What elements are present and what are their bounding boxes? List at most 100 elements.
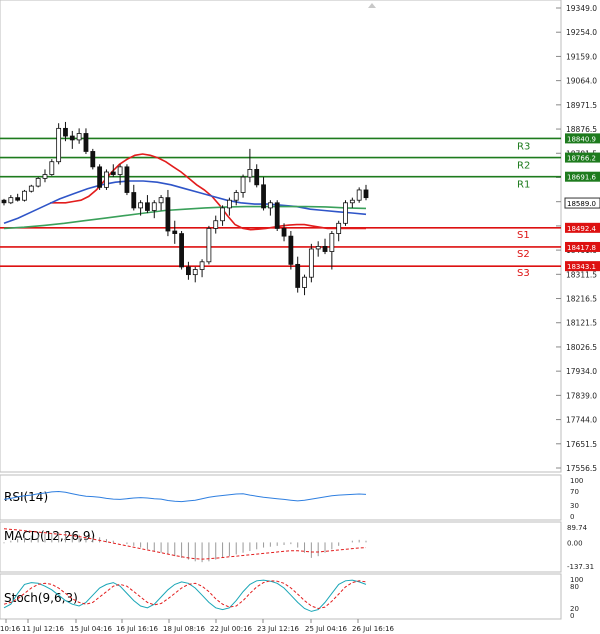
candle-up xyxy=(151,202,157,211)
macd-signal-line xyxy=(3,528,367,560)
level-price-label: 18492.4 xyxy=(567,225,596,233)
candle-up xyxy=(199,261,205,270)
stoch-tick-label: 20 xyxy=(570,605,579,613)
moving-averages xyxy=(3,153,367,231)
rsi-tick-label: 70 xyxy=(570,488,579,496)
level-price-tag xyxy=(565,222,600,233)
time-tick-label: 23 Jul 12:16 xyxy=(257,625,300,633)
level-name-s1: S1 xyxy=(517,230,530,241)
level-price-label: 18691.6 xyxy=(567,174,596,182)
stoch-tick-label: 100 xyxy=(570,576,583,584)
price-tick-label: 18876.5 xyxy=(566,125,597,134)
candle-down xyxy=(131,192,137,209)
candlesticks xyxy=(1,121,369,296)
level-name-s2: S2 xyxy=(517,249,530,260)
main-panel: 19349.0 19254.0 19159.0 19064.0 18971.5 18876… xyxy=(0,0,600,473)
candle-down xyxy=(179,233,184,268)
price-tick-label: 18971.5 xyxy=(566,101,597,110)
candle-up xyxy=(213,220,219,229)
candle-down xyxy=(274,202,280,229)
price-tick-label: 19159.0 xyxy=(566,52,597,61)
main-panel-frame xyxy=(0,0,562,473)
stoch-d-line xyxy=(3,580,367,610)
level-price-label: 18417.8 xyxy=(567,244,596,252)
macd-tick-label: -137.31 xyxy=(567,563,594,571)
price-tick-label: 18121.5 xyxy=(566,319,597,328)
candle-up xyxy=(247,169,253,178)
candle-up xyxy=(356,189,362,201)
candle-up xyxy=(220,207,225,222)
current-price-label: 18589.0 xyxy=(567,200,596,208)
price-tick-label: 18311.5 xyxy=(566,270,597,279)
candle-up xyxy=(35,177,41,187)
candle-up xyxy=(8,197,14,204)
candle-down xyxy=(83,133,89,152)
price-tick-label: 19064.0 xyxy=(566,77,597,86)
level-name-r1: R1 xyxy=(517,180,530,191)
support-resistance-levels: R3 18840.9 R2 18766.2 R1 18691.6 S1 18492.4 S2 18… xyxy=(0,133,600,279)
candle-up xyxy=(76,133,82,141)
candle-up xyxy=(233,192,239,201)
candle-down xyxy=(172,230,178,234)
rsi-tick-label: 30 xyxy=(570,502,579,510)
time-tick-label: 10:16 xyxy=(0,625,21,633)
rsi-line xyxy=(3,490,367,503)
level-price-tag xyxy=(565,171,600,182)
price-tick-label: 17934.0 xyxy=(566,367,597,376)
time-tick-label: 26 Jul 16:16 xyxy=(352,625,395,633)
rsi-panel-frame xyxy=(0,474,562,521)
candle-down xyxy=(363,189,369,199)
candle-up xyxy=(22,190,27,201)
candle-down xyxy=(63,127,68,137)
level-price-tag xyxy=(565,261,600,272)
rsi-tick-label: 100 xyxy=(570,477,583,485)
candle-up xyxy=(158,197,164,204)
level-name-r2: R2 xyxy=(517,161,530,172)
candle-down xyxy=(186,266,191,276)
candle-down xyxy=(124,166,130,193)
rsi-series-line xyxy=(3,490,367,503)
ma-fast-line xyxy=(50,153,366,231)
candle-up xyxy=(104,171,109,188)
candle-down xyxy=(165,197,171,232)
candle-down xyxy=(90,151,96,168)
rsi-panel: RSI(14) 100 70 30 0 xyxy=(0,474,583,521)
candle-up xyxy=(49,161,55,175)
time-tick-label: 15 Jul 04:16 xyxy=(70,625,113,633)
stoch-k-line xyxy=(3,579,367,612)
candle-up xyxy=(302,276,307,288)
level-price-tag xyxy=(565,152,600,163)
candle-down xyxy=(145,202,150,211)
candle-up xyxy=(308,248,314,278)
price-tick-label: 17744.0 xyxy=(566,416,597,425)
level-price-tag xyxy=(565,241,600,252)
candle-down xyxy=(254,169,260,186)
price-tick-label: 18216.5 xyxy=(566,295,597,304)
price-tick-label: 19254.0 xyxy=(566,28,597,37)
level-name-s3: S3 xyxy=(517,268,530,279)
macd-plot xyxy=(3,528,367,563)
candle-up xyxy=(206,228,212,263)
candle-down xyxy=(261,184,266,209)
candle-down xyxy=(1,199,7,204)
scroll-arrow-icon[interactable] xyxy=(368,3,376,8)
stoch-tick-label: 0 xyxy=(570,612,574,620)
candle-up xyxy=(240,176,246,193)
price-tick-label: 19349.0 xyxy=(566,4,597,13)
candle-down xyxy=(281,228,287,237)
level-price-label: 18343.1 xyxy=(567,263,596,271)
main-grid xyxy=(556,7,561,469)
time-tick-label: 18 Jul 08:16 xyxy=(163,625,206,633)
stoch-plot xyxy=(3,579,367,612)
time-tick-label: 16 Jul 16:16 xyxy=(116,625,159,633)
candle-down xyxy=(110,171,116,175)
price-tick-label: 17651.5 xyxy=(566,440,597,449)
candle-up xyxy=(336,222,342,234)
candle-up xyxy=(192,269,198,276)
candle-down xyxy=(15,197,21,201)
time-tick-label: 22 Jul 00:16 xyxy=(210,625,253,633)
macd-tick-labels: 89.74 0.00 -137.31 xyxy=(567,524,594,571)
ma-mid-line xyxy=(3,180,367,225)
macd-tick-label: 89.74 xyxy=(567,524,588,532)
